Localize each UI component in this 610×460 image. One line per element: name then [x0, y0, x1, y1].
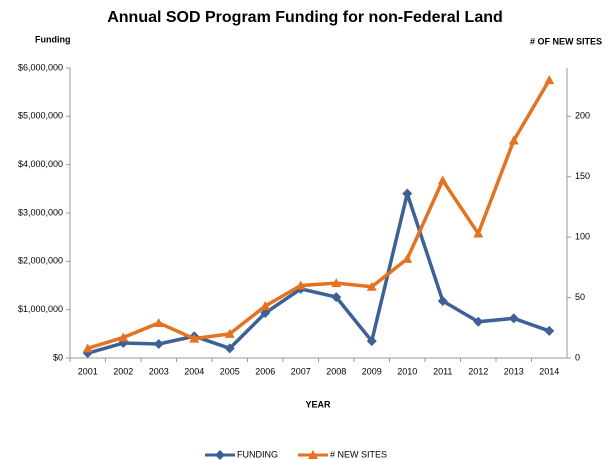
- point: [331, 292, 342, 303]
- x-tick-label: 2012: [468, 366, 488, 376]
- point: [82, 343, 93, 353]
- x-tick-label: 2002: [113, 366, 133, 376]
- y2-tick-label: 0: [575, 352, 580, 362]
- point: [473, 228, 484, 238]
- point: [402, 188, 413, 199]
- point: [295, 280, 306, 290]
- y-tick-label: $2,000,000: [18, 256, 63, 266]
- x-tick-label: 2010: [397, 366, 417, 376]
- legend-label: # NEW SITES: [330, 449, 387, 459]
- y-tick-label: $1,000,000: [18, 304, 63, 314]
- y2-tick-label: 150: [575, 171, 590, 181]
- y2-tick-label: 50: [575, 292, 585, 302]
- x-tick-label: 2006: [255, 366, 275, 376]
- x-tick-label: 2001: [78, 366, 98, 376]
- point: [508, 313, 519, 324]
- x-tick-label: 2003: [149, 366, 169, 376]
- point: [260, 301, 271, 311]
- chart-title: Annual SOD Program Funding for non-Feder…: [107, 9, 503, 26]
- y-tick-label: $3,000,000: [18, 207, 63, 217]
- point: [402, 253, 413, 263]
- point: [544, 75, 555, 85]
- y2-axis-label: # OF NEW SITES: [530, 36, 602, 46]
- x-tick-label: 2008: [326, 366, 346, 376]
- x-tick-label: 2011: [433, 366, 452, 376]
- x-tick-label: 2007: [291, 366, 311, 376]
- point: [153, 338, 164, 349]
- point: [366, 336, 377, 347]
- y-tick-label: $5,000,000: [18, 111, 63, 121]
- point: [437, 175, 448, 185]
- x-tick-label: 2009: [362, 366, 382, 376]
- y-tick-label: $6,000,000: [18, 62, 63, 72]
- legend-marker: [215, 450, 225, 460]
- point: [118, 332, 129, 342]
- point: [508, 135, 519, 145]
- point: [224, 343, 235, 354]
- y-tick-label: $0: [53, 352, 63, 362]
- x-axis-label: YEAR: [305, 399, 331, 409]
- point: [437, 295, 448, 306]
- x-tick-label: 2014: [539, 366, 559, 376]
- legend-label: FUNDING: [237, 449, 278, 459]
- y-tick-label: $4,000,000: [18, 159, 63, 169]
- y-axis-label: Funding: [35, 34, 71, 44]
- y2-tick-label: 100: [575, 232, 590, 242]
- series-line: [87, 191, 550, 355]
- point: [366, 281, 377, 291]
- point: [153, 317, 164, 327]
- x-tick-label: 2013: [504, 366, 524, 376]
- point: [260, 308, 271, 319]
- point: [331, 278, 342, 288]
- legend-marker: [308, 450, 318, 459]
- series-line: [87, 79, 551, 351]
- y2-tick-label: 200: [575, 111, 590, 121]
- point: [189, 333, 200, 343]
- point: [473, 316, 484, 327]
- x-tick-label: 2005: [220, 366, 240, 376]
- x-tick-label: 2004: [184, 366, 204, 376]
- point: [544, 325, 555, 336]
- point: [224, 328, 235, 338]
